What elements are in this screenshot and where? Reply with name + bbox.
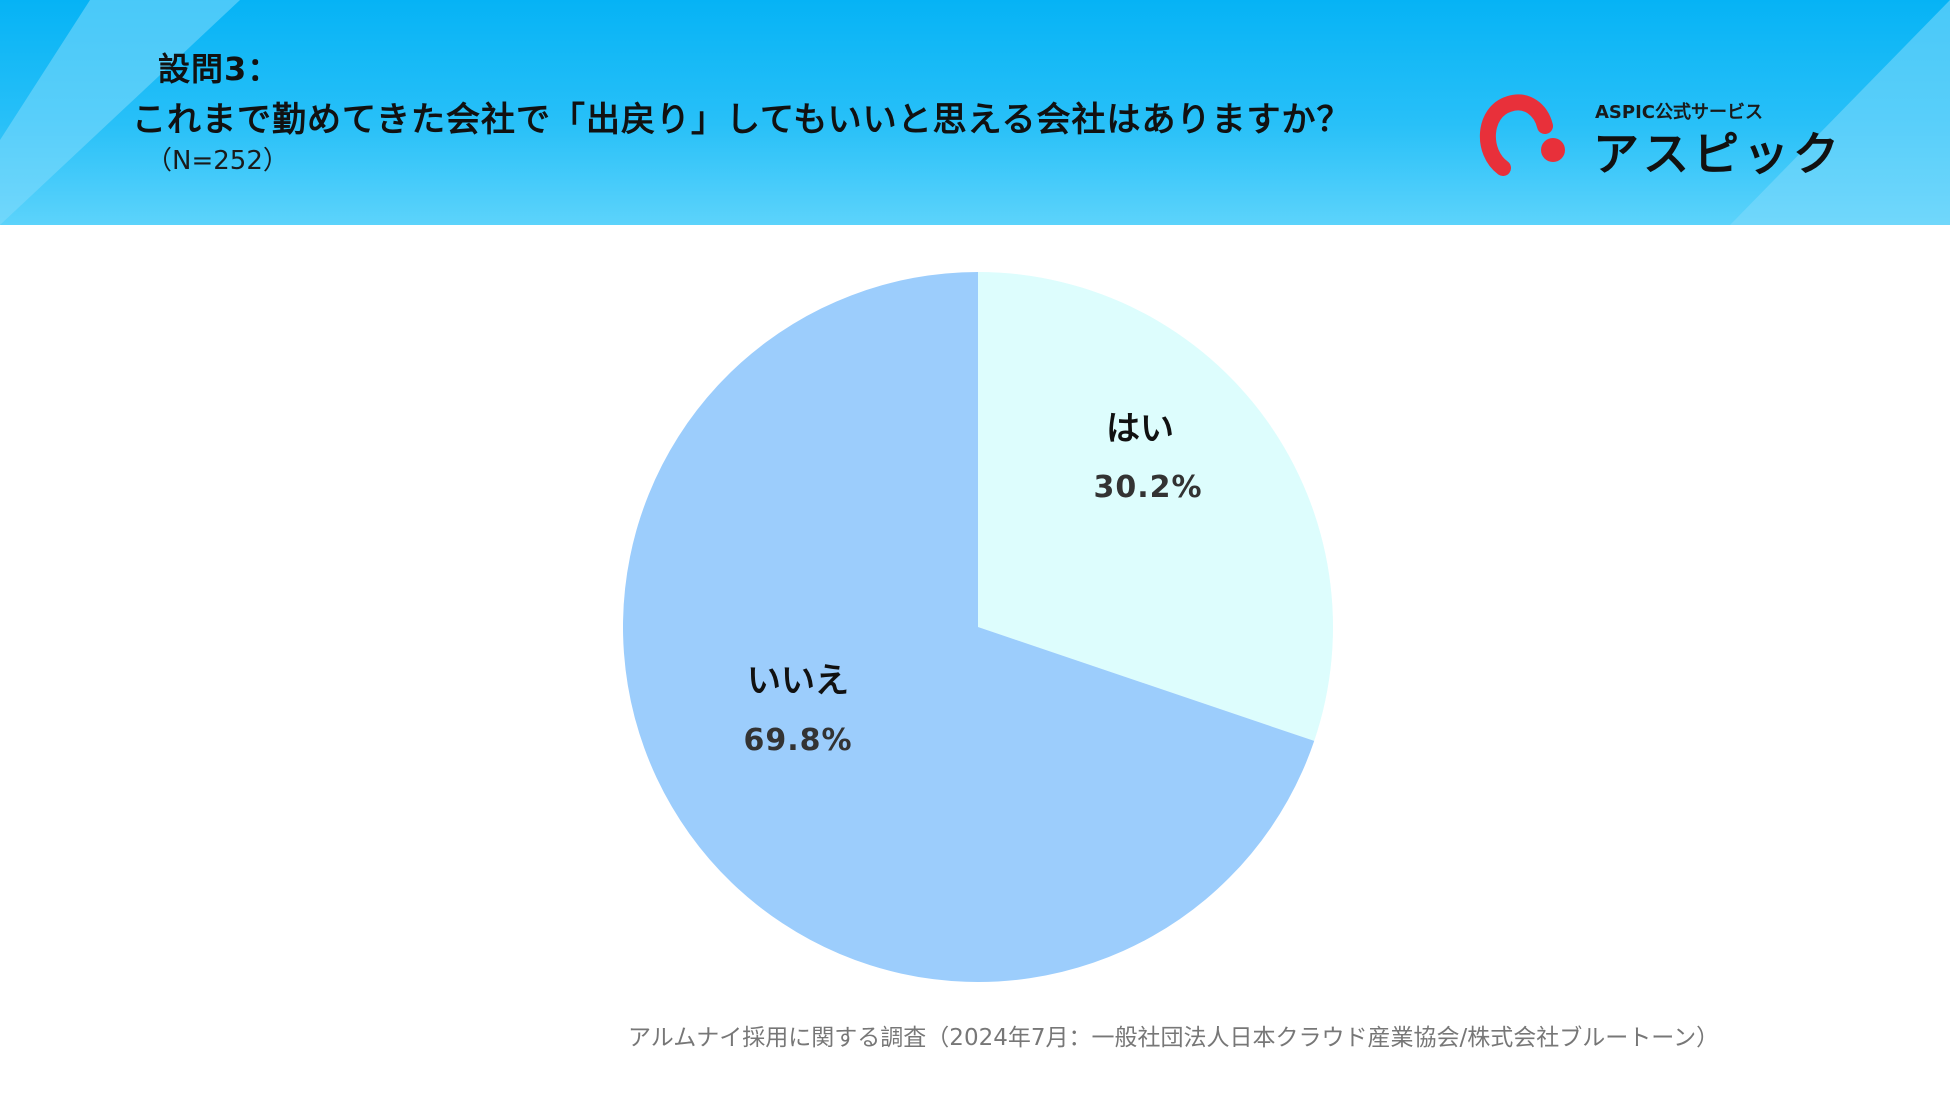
pie-slice-no [622, 272, 1315, 982]
question-number: 設問3： [158, 50, 281, 88]
pie-chart: はい 30.2% いいえ 69.8% [622, 272, 1333, 982]
logo-name: アスピック [1593, 127, 1843, 181]
slice-value-no: 69.8% [743, 723, 852, 758]
slice-label-no: いいえ [747, 661, 849, 701]
logo-tagline: ASPIC公式サービス [1595, 102, 1763, 123]
slice-value-yes: 30.2% [1093, 470, 1202, 505]
pie-slice-yes [978, 272, 1333, 741]
header-banner: 設問3： これまで勤めてきた会社で「出戻り」してもいいと思える会社はありますか？… [0, 0, 1950, 225]
sample-size: （N=252） [146, 146, 289, 176]
chart-area: はい 30.2% いいえ 69.8% [0, 225, 1950, 1025]
aspic-logo-mark-icon [1480, 94, 1565, 176]
aspic-logo: ASPIC公式サービス アスピック [1475, 88, 1855, 181]
question-title: これまで勤めてきた会社で「出戻り」してもいいと思える会社はありますか？ [132, 100, 1352, 140]
source-note: アルムナイ採用に関する調査（2024年7月：一般社団法人日本クラウド産業協会/株… [628, 1025, 1720, 1051]
slice-label-yes: はい [1106, 409, 1174, 449]
